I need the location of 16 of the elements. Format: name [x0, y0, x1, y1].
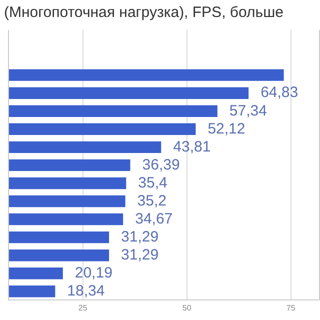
data-label: 35,4	[138, 174, 168, 192]
data-label: 52,12	[208, 120, 246, 138]
chart-title: (Многопоточная нагрузка), FPS, больше	[4, 4, 284, 21]
data-label: 18,34	[67, 282, 105, 300]
data-label: 43,81	[173, 138, 211, 156]
data-label: 31,29	[121, 246, 159, 264]
x-tick-label: 75	[286, 303, 296, 312]
data-label: 31,29	[121, 228, 159, 246]
data-label: 35,2	[137, 192, 167, 210]
x-tick-label: 25	[78, 303, 88, 312]
data-label: 34,67	[135, 210, 173, 228]
data-label: 64,83	[260, 84, 298, 102]
data-label: 57,34	[229, 102, 267, 120]
x-tick-label: 50	[182, 303, 192, 312]
data-label: 36,39	[142, 156, 180, 174]
data-label: 20,19	[74, 264, 112, 282]
